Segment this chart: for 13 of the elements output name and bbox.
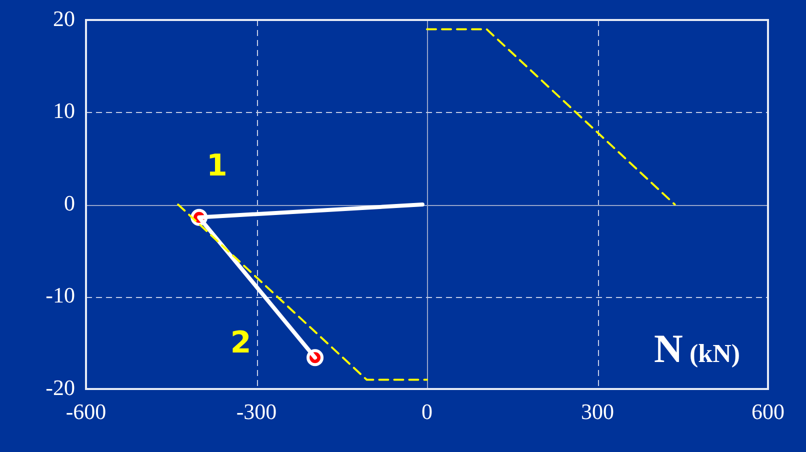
y-tick-label: 10: [53, 98, 75, 124]
x-tick-label: -600: [66, 398, 106, 424]
y-tick-label: 0: [64, 190, 75, 216]
annotation: 2: [230, 326, 252, 361]
y-tick-label: -20: [46, 374, 75, 400]
y-tick-label: -10: [46, 282, 75, 308]
x-tick-label: -300: [236, 398, 277, 424]
x-tick-label: 300: [581, 398, 614, 424]
x-axis-title: N (kN): [654, 326, 740, 371]
annotation: 1: [206, 148, 228, 184]
x-tick-label: 600: [752, 398, 784, 424]
x-tick-label: 0: [422, 398, 432, 424]
y-tick-label: 20: [53, 6, 75, 31]
